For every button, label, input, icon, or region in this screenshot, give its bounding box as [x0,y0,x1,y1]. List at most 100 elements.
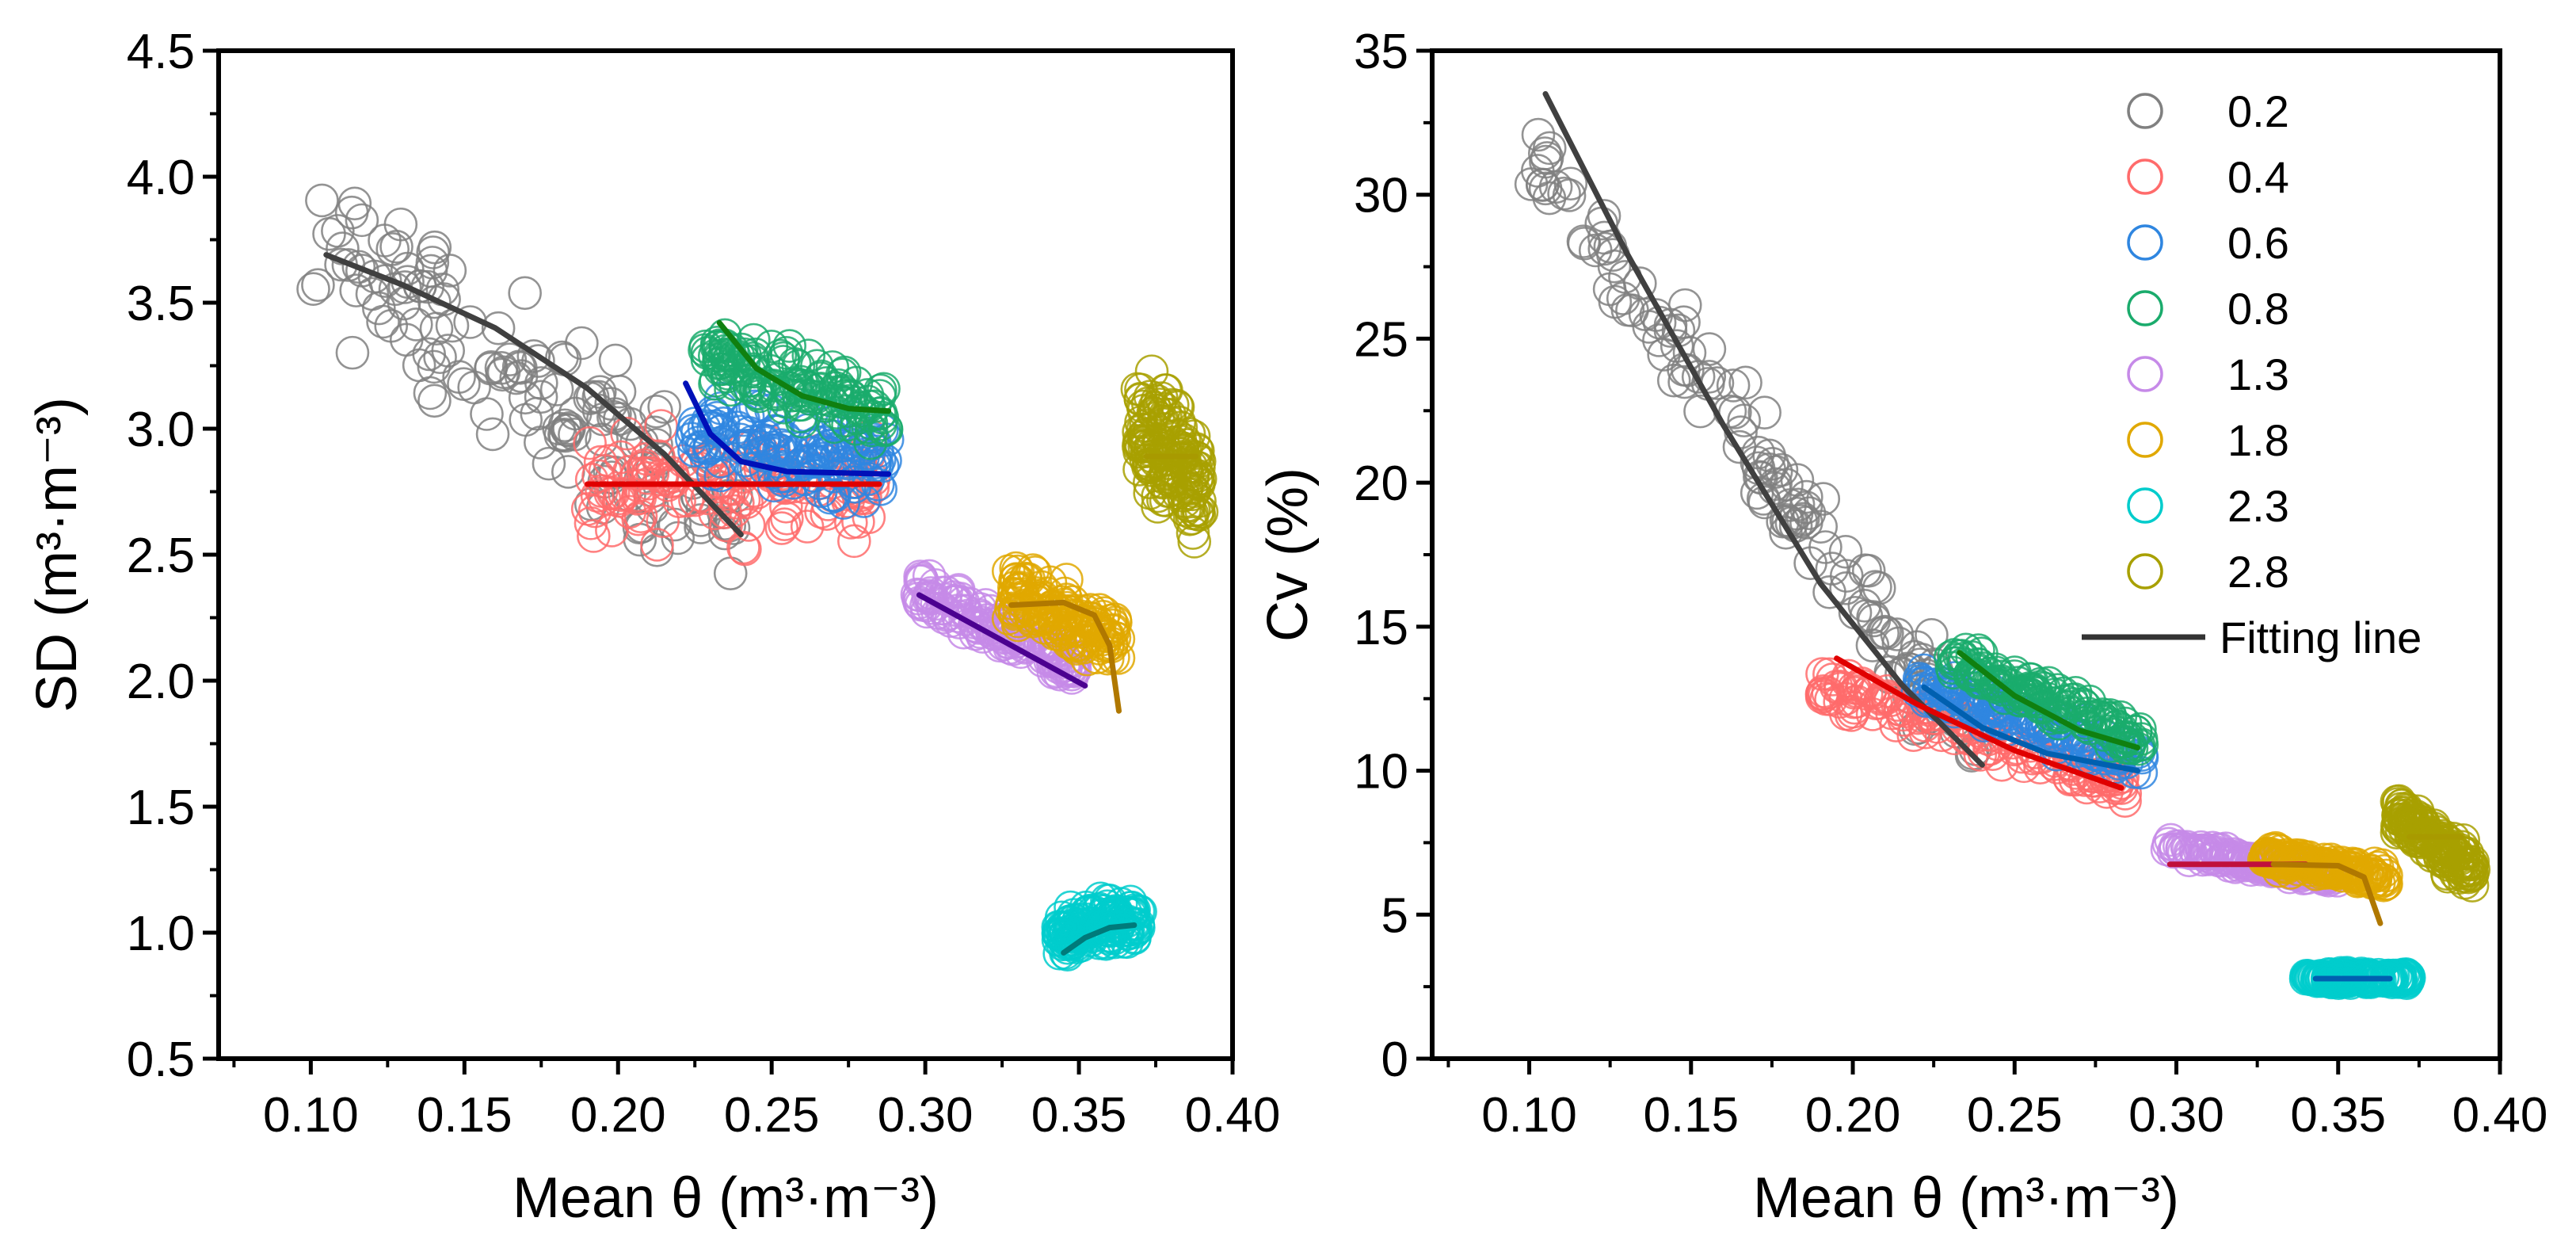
data-point [337,186,372,221]
data-point [1530,141,1564,175]
sd-scatter-chart: 0.10 0.15 0.20 0.25 0.30 0.35 0.40 0.5 1.0 1.5 2.0… [25,25,1280,1230]
legend-marker [2127,224,2163,261]
data-point [417,384,452,418]
data-point [766,341,801,376]
x-tick-label: 0.20 [570,1088,666,1143]
data-point [684,429,718,464]
series-1.8 [991,551,1136,677]
data-point [948,602,982,637]
data-point [1041,910,1076,945]
data-point [821,368,855,403]
legend-marker [2127,356,2163,392]
data-point [1164,442,1199,476]
data-point [345,203,379,238]
data-point [594,387,628,421]
data-point [857,389,892,424]
data-point [335,335,370,370]
data-point [1129,408,1163,443]
data-point [416,235,450,269]
data-point [1101,641,1136,675]
data-point [2388,796,2422,830]
y-tick-label: 25 [1354,312,1408,367]
x-tick-label: 0.30 [878,1088,974,1143]
data-point [726,530,760,565]
fitting-line [1542,91,1985,768]
data-point [1828,534,1863,569]
data-point [2314,842,2349,876]
data-point [1880,617,1915,651]
data-point [852,500,886,535]
series-0.8 [688,318,904,460]
data-point [423,340,457,375]
x-tick-label: 0.30 [2128,1088,2224,1143]
data-point [1667,288,1702,323]
data-point [481,311,516,345]
plot-frame [1430,48,2502,1061]
data-point [1780,463,1815,497]
x-axis-title: Mean θ (m³·m⁻³) [1753,1166,2179,1230]
data-point [1059,930,1094,964]
data-point [417,284,452,319]
data-point [817,410,852,445]
data-point [768,430,802,464]
data-point [2304,856,2338,891]
data-point [2384,802,2418,837]
x-tick-label: 0.10 [263,1088,359,1143]
series-2.8 [1120,354,1219,559]
x-tick-label: 0.35 [2290,1088,2386,1143]
data-point [573,426,607,460]
x-tick-label: 0.10 [1481,1088,1577,1143]
data-point [1606,281,1640,315]
data-point [580,479,615,513]
data-point [1769,516,1803,550]
data-point [770,502,804,536]
legend-label: 0.8 [2227,284,2289,334]
data-point [709,508,743,543]
data-point [833,506,868,540]
data-point [754,330,789,364]
data-point [817,479,852,513]
data-point [991,554,1026,589]
data-point [2451,860,2486,895]
data-point [1050,563,1084,597]
data-point [1823,671,1858,706]
data-point [1837,670,1872,705]
data-point [368,264,402,298]
data-point [1656,363,1691,398]
y-tick-label: 1.5 [127,781,195,835]
data-point [732,370,767,405]
y-tick-label: 15 [1354,601,1408,655]
x-tick-label: 0.25 [1967,1088,2063,1143]
data-point [1587,231,1622,266]
data-point [999,562,1033,597]
data-point [1068,605,1103,639]
data-point [1942,639,1976,673]
data-point [839,365,874,400]
data-point [1963,738,1998,772]
data-point [1962,658,1997,693]
y-tick-label: 30 [1354,169,1408,223]
data-point [631,456,665,490]
data-point [759,414,794,449]
fitting-line [716,319,892,414]
data-point [1521,117,1556,152]
data-point [1936,655,1971,690]
data-point [787,462,822,497]
x-axis-title: Mean θ (m³·m⁻³) [513,1166,939,1230]
data-point [1806,482,1841,516]
data-point [1759,455,1793,489]
data-point [1879,708,1913,742]
data-point [674,422,709,456]
fitting-line [1008,599,1122,714]
data-point [1865,616,1900,651]
data-point [764,434,799,468]
data-point [800,349,834,383]
data-point [1049,616,1084,650]
data-point [1896,718,1931,752]
series-0.2 [296,183,753,590]
data-point [296,272,330,306]
data-point [2391,807,2425,841]
data-point [574,506,608,540]
legend-label: 0.6 [2227,218,2289,268]
